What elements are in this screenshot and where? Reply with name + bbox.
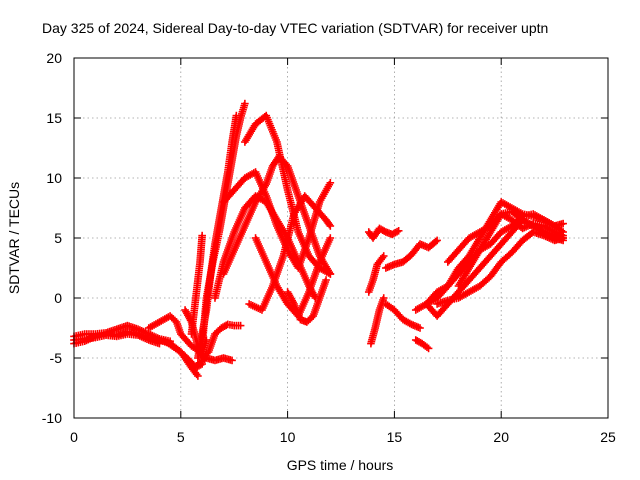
data-point: [326, 179, 335, 187]
data-point: [559, 219, 567, 228]
data-point: [236, 321, 245, 330]
data-point: [228, 356, 236, 365]
series-low-branch: [194, 354, 236, 368]
axis-ticks: 0 5 10 15 20 25 -10 -5 0 5 10 15 20: [42, 50, 616, 445]
series-gap-6: [411, 336, 433, 353]
y-tick-label: 0: [54, 290, 62, 306]
x-tick-label: 5: [177, 429, 185, 445]
series-late-6: [454, 210, 567, 290]
series-mid-3: [251, 234, 335, 320]
data-point: [322, 276, 330, 284]
data-point: [194, 372, 202, 380]
data-point: [232, 111, 241, 120]
data-point: [424, 344, 433, 353]
series-gap-1: [364, 224, 403, 242]
data-point: [379, 294, 388, 302]
x-tick-label: 25: [600, 429, 616, 445]
y-axis-label: SDTVAR / TECUs: [6, 182, 22, 294]
data-point: [198, 231, 206, 240]
data-point: [326, 270, 335, 278]
series-mid-7: [283, 276, 330, 326]
series-mid-5: [219, 168, 335, 272]
x-tick-label: 20: [493, 429, 509, 445]
series-bump-2: [159, 336, 206, 372]
y-tick-label: 20: [46, 50, 62, 66]
data-point: [433, 236, 441, 245]
series-dip-branch: [181, 306, 245, 362]
series-gap-2: [364, 252, 388, 296]
chart-title: Day 325 of 2024, Sidereal Day-to-day VTE…: [42, 20, 548, 36]
y-tick-label: -5: [50, 350, 63, 366]
data-point: [326, 222, 335, 230]
y-tick-label: 15: [46, 110, 62, 126]
series-gap-5: [382, 300, 424, 332]
series-gap-3: [367, 294, 388, 348]
y-tick-label: 5: [54, 230, 62, 246]
x-tick-label: 0: [70, 429, 78, 445]
data-points: [70, 99, 567, 380]
data-point: [379, 252, 388, 260]
series-mid-6: [245, 192, 335, 314]
y-tick-label: -10: [42, 410, 62, 426]
x-tick-label: 15: [387, 429, 403, 445]
data-point: [155, 339, 164, 348]
data-point: [559, 231, 567, 240]
series-baseline-c: [70, 330, 164, 348]
x-axis-label: GPS time / hours: [287, 457, 394, 473]
series-gap-4: [382, 236, 441, 272]
y-tick-label: 10: [46, 170, 62, 186]
x-tick-label: 10: [280, 429, 296, 445]
data-point: [394, 227, 403, 235]
data-point: [416, 324, 424, 332]
data-point: [326, 234, 335, 242]
data-point: [241, 99, 249, 108]
